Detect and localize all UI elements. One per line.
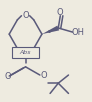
Text: N: N xyxy=(22,48,29,57)
Text: O: O xyxy=(5,72,12,81)
Text: O: O xyxy=(22,11,29,20)
FancyBboxPatch shape xyxy=(12,47,39,58)
Text: O: O xyxy=(41,70,47,80)
Text: O: O xyxy=(57,8,64,17)
Polygon shape xyxy=(42,26,59,34)
Text: OH: OH xyxy=(71,28,84,37)
Text: Abs: Abs xyxy=(20,50,31,55)
